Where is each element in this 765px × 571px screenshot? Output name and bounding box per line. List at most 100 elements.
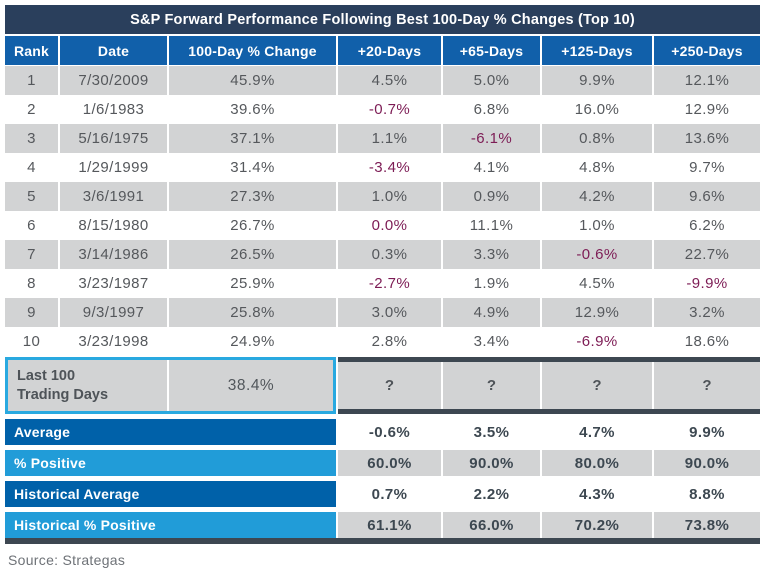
forward-20d-cell: 3.0% (338, 298, 441, 327)
change-cell: 27.3% (169, 182, 336, 211)
date-cell: 8/15/1980 (78, 217, 149, 234)
forward-125d-cell: 9.9% (542, 66, 652, 95)
last-100-row: Last 100 Trading Days 38.4% ? ? ? ? (5, 357, 760, 414)
forward-20d-cell: 4.5% (338, 66, 441, 95)
summary-row-pct-positive: % Positive 60.0% 90.0% 80.0% 90.0% (5, 450, 760, 476)
summary-label: Average (5, 419, 336, 445)
rank-cell: 5 (5, 182, 58, 211)
forward-250d-cell: 9.6% (654, 182, 760, 211)
bottom-separator-bar (5, 538, 760, 544)
rank-cell: 6 (27, 217, 36, 234)
table-row: 7 3/14/1986 26.5% 0.3% 3.3% -0.6% 22.7% (5, 240, 760, 269)
last-100-highlight-box: Last 100 Trading Days 38.4% (5, 357, 336, 414)
forward-125d-cell: -6.9% (576, 333, 618, 350)
table-row: 6 8/15/1980 26.7% 0.0% 11.1% 1.0% 6.2% (5, 211, 760, 240)
date-cell: 3/6/1991 (60, 182, 167, 211)
forward-250d-cell: 22.7% (654, 240, 760, 269)
date-cell: 5/16/1975 (60, 124, 167, 153)
summary-section: Average -0.6% 3.5% 4.7% 9.9% % Positive … (5, 419, 760, 538)
chart-title: S&P Forward Performance Following Best 1… (5, 5, 760, 34)
forward-250d-cell: 13.6% (654, 124, 760, 153)
change-cell: 31.4% (230, 159, 275, 176)
forward-125d-cell: 0.8% (542, 124, 652, 153)
table-row: 5 3/6/1991 27.3% 1.0% 0.9% 4.2% 9.6% (5, 182, 760, 211)
summary-label: % Positive (5, 450, 336, 476)
summary-label: Historical % Positive (5, 512, 336, 538)
forward-65d-cell: 1.9% (473, 275, 510, 292)
forward-65d-cell: 6.8% (473, 101, 510, 118)
summary-value-20d: 60.0% (338, 450, 441, 476)
unknown-cell-250d: ? (654, 362, 760, 409)
forward-125d-cell: 12.9% (542, 298, 652, 327)
summary-value-250d: 90.0% (654, 450, 760, 476)
summary-value-20d: 61.1% (338, 512, 441, 538)
change-cell: 24.9% (230, 333, 275, 350)
unknown-forward-section: ? ? ? ? (338, 357, 760, 414)
forward-250d-cell: 9.7% (689, 159, 725, 176)
forward-250d-cell: 12.1% (654, 66, 760, 95)
performance-table: S&P Forward Performance Following Best 1… (5, 5, 760, 568)
table-row: 9 9/3/1997 25.8% 3.0% 4.9% 12.9% 3.2% (5, 298, 760, 327)
forward-20d-cell: 2.8% (371, 333, 408, 350)
table-row: 8 3/23/1987 25.9% -2.7% 1.9% 4.5% -9.9% (5, 269, 760, 298)
change-cell: 45.9% (169, 66, 336, 95)
summary-row-historical-pct-positive: Historical % Positive 61.1% 66.0% 70.2% … (5, 512, 760, 538)
rank-cell: 2 (27, 101, 36, 118)
last-100-label-line1: Last 100 (17, 367, 76, 384)
date-cell: 9/3/1997 (60, 298, 167, 327)
change-cell: 25.9% (230, 275, 275, 292)
change-cell: 26.7% (230, 217, 275, 234)
forward-65d-cell: 4.1% (473, 159, 510, 176)
table-row: 2 1/6/1983 39.6% -0.7% 6.8% 16.0% 12.9% (5, 95, 760, 124)
rank-cell: 9 (5, 298, 58, 327)
date-cell: 3/23/1987 (78, 275, 149, 292)
forward-125d-cell: 4.2% (542, 182, 652, 211)
unknown-cell-20d: ? (338, 362, 441, 409)
summary-row-historical-average: Historical Average 0.7% 2.2% 4.3% 8.8% (5, 481, 760, 507)
change-cell: 39.6% (230, 101, 275, 118)
last-100-change-cell: 38.4% (169, 360, 333, 411)
table-row: 10 3/23/1998 24.9% 2.8% 3.4% -6.9% 18.6% (5, 327, 760, 356)
table-row: 4 1/29/1999 31.4% -3.4% 4.1% 4.8% 9.7% (5, 153, 760, 182)
summary-value-125d: 80.0% (542, 450, 652, 476)
summary-value-250d: 8.8% (689, 485, 725, 503)
table-row: 3 5/16/1975 37.1% 1.1% -6.1% 0.8% 13.6% (5, 124, 760, 153)
summary-value-125d: 4.7% (579, 423, 615, 441)
forward-250d-cell: 12.9% (684, 101, 730, 118)
column-header-65d: +65-Days (443, 36, 540, 65)
forward-250d-cell: -9.9% (686, 275, 728, 292)
summary-value-65d: 90.0% (443, 450, 540, 476)
summary-value-125d: 4.3% (579, 485, 615, 503)
unknown-cell-125d: ? (542, 362, 652, 409)
column-header-date: Date (60, 36, 167, 65)
date-cell: 7/30/2009 (60, 66, 167, 95)
rank-cell: 8 (27, 275, 36, 292)
forward-125d-cell: -0.6% (542, 240, 652, 269)
source-note: Source: Strategas (8, 552, 126, 568)
forward-125d-cell: 1.0% (579, 217, 615, 234)
unknown-cell-65d: ? (443, 362, 540, 409)
column-header-20d: +20-Days (338, 36, 441, 65)
forward-20d-cell: -0.7% (368, 101, 411, 118)
summary-label: Historical Average (5, 481, 336, 507)
summary-value-65d: 66.0% (443, 512, 540, 538)
summary-value-65d: 2.2% (473, 485, 510, 503)
date-cell: 1/29/1999 (78, 159, 149, 176)
summary-row-average: Average -0.6% 3.5% 4.7% 9.9% (5, 419, 760, 445)
forward-125d-cell: 16.0% (574, 101, 620, 118)
summary-value-125d: 70.2% (542, 512, 652, 538)
change-cell: 37.1% (169, 124, 336, 153)
forward-125d-cell: 4.5% (579, 275, 615, 292)
forward-65d-cell: -6.1% (443, 124, 540, 153)
forward-65d-cell: 5.0% (443, 66, 540, 95)
summary-value-250d: 9.9% (689, 423, 725, 441)
summary-value-20d: 0.7% (371, 485, 408, 503)
rank-cell: 7 (5, 240, 58, 269)
forward-250d-cell: 18.6% (684, 333, 730, 350)
date-cell: 1/6/1983 (82, 101, 145, 118)
forward-65d-cell: 11.1% (469, 217, 514, 234)
forward-250d-cell: 3.2% (654, 298, 760, 327)
column-header-125d: +125-Days (542, 36, 652, 65)
rank-cell: 3 (5, 124, 58, 153)
last-100-label-line2: Trading Days (17, 386, 109, 403)
